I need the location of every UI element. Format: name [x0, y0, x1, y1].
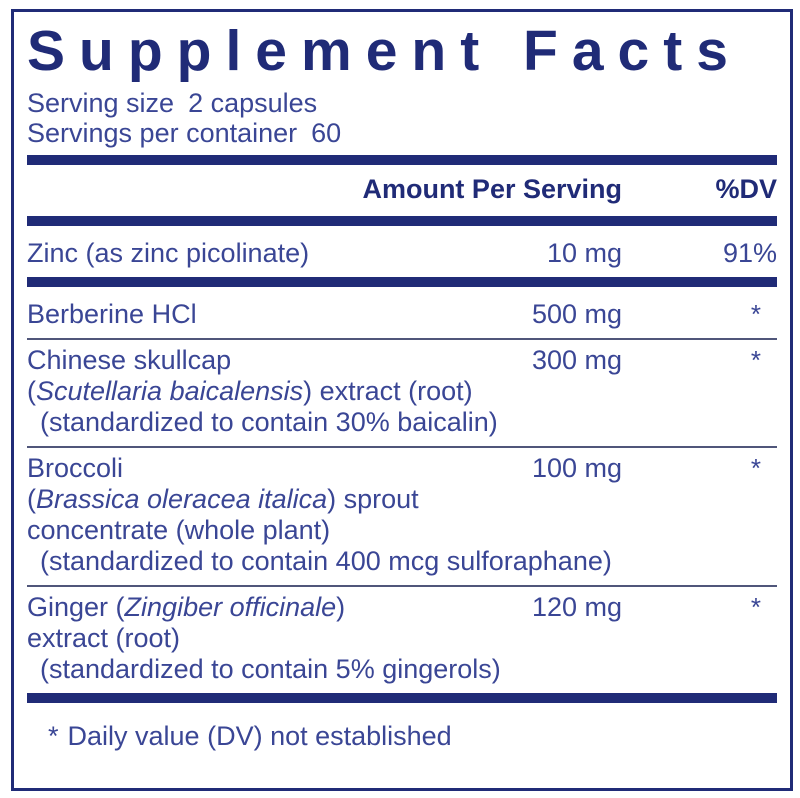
ingredient-dv: *	[750, 453, 761, 483]
ingredient-amount: 500 mg	[531, 299, 622, 329]
serving-size-line: Serving size 2 capsules	[27, 88, 777, 118]
ingredient-latin-line: (Brassica oleracea italica) sprout	[27, 484, 419, 514]
servings-per-container-line: Servings per container 60	[27, 118, 777, 148]
asterisk-symbol: *	[48, 721, 59, 751]
ingredient-dv: *	[750, 592, 761, 622]
latin-name: Brassica oleracea italica	[36, 484, 328, 514]
divider-rule-thin	[27, 338, 777, 340]
divider-bar-thick	[27, 155, 777, 165]
panel-title: Supplement Facts	[27, 19, 742, 83]
ingredient-entry-broccoli: Broccoli 100 mg * (Brassica oleracea ita…	[27, 448, 777, 585]
table-row: Berberine HCl 500 mg *	[27, 299, 777, 330]
table-row: Broccoli 100 mg *	[27, 453, 777, 484]
latin-name: Zingiber officinale	[124, 592, 337, 622]
latin-name: Scutellaria baicalensis	[36, 376, 304, 406]
header-percent-dv: %DV	[715, 174, 777, 204]
ingredient-entry-berberine: Berberine HCl 500 mg *	[27, 294, 777, 338]
ingredient-dv: *	[750, 299, 761, 329]
serving-size-value: 2 capsules	[188, 88, 318, 118]
ingredient-amount: 10 mg	[546, 238, 622, 268]
header-amount-per-serving: Amount Per Serving	[362, 174, 622, 204]
ingredient-standardized-line: (standardized to contain 5% gingerols)	[40, 654, 501, 684]
divider-rule-thin	[27, 446, 777, 448]
ingredient-entry-chinese-skullcap: Chinese skullcap 300 mg * (Scutellaria b…	[27, 340, 777, 446]
ingredient-name: Broccoli	[27, 453, 124, 483]
footnote-text: Daily value (DV) not established	[67, 721, 452, 751]
ingredient-standardized-line: (standardized to contain 30% baicalin)	[40, 407, 498, 437]
ingredient-latin-line: (Scutellaria baicalensis) extract (root)	[27, 376, 473, 406]
serving-size-label: Serving size	[27, 88, 175, 118]
table-row: Chinese skullcap 300 mg *	[27, 345, 777, 376]
supplement-facts-panel: Supplement Facts Serving size 2 capsules …	[11, 9, 793, 791]
ingredient-name: Berberine HCl	[27, 299, 197, 329]
ingredient-standardized-line: (standardized to contain 400 mcg sulfora…	[40, 546, 612, 576]
ingredient-continuation-line: concentrate (whole plant)	[27, 515, 331, 545]
ingredient-dv: *	[750, 345, 761, 375]
ingredient-name: Chinese skullcap	[27, 345, 232, 375]
ingredient-amount: 300 mg	[531, 345, 622, 375]
ingredient-name: Zinc (as zinc picolinate)	[27, 238, 310, 268]
ingredient-amount: 120 mg	[531, 592, 622, 622]
ingredient-entry-zinc: Zinc (as zinc picolinate) 10 mg 91%	[27, 233, 777, 277]
servings-per-container-label: Servings per container	[27, 118, 298, 148]
ingredient-dv: 91%	[722, 238, 777, 268]
servings-per-container-value: 60	[311, 118, 342, 148]
ingredient-entry-ginger: Ginger (Zingiber officinale) 120 mg * ex…	[27, 587, 777, 693]
divider-bar-thick	[27, 693, 777, 703]
divider-bar-thick	[27, 216, 777, 226]
table-row: Zinc (as zinc picolinate) 10 mg 91%	[27, 238, 777, 269]
table-header-row: Amount Per Serving %DV	[27, 172, 777, 209]
ingredient-continuation-line: extract (root)	[27, 623, 181, 653]
ingredient-name: Ginger (Zingiber officinale)	[27, 592, 346, 622]
table-row: Ginger (Zingiber officinale) 120 mg *	[27, 592, 777, 623]
divider-rule-thin	[27, 585, 777, 587]
dv-footnote: * Daily value (DV) not established	[27, 710, 777, 752]
ingredient-amount: 100 mg	[531, 453, 622, 483]
divider-bar-thick	[27, 277, 777, 287]
